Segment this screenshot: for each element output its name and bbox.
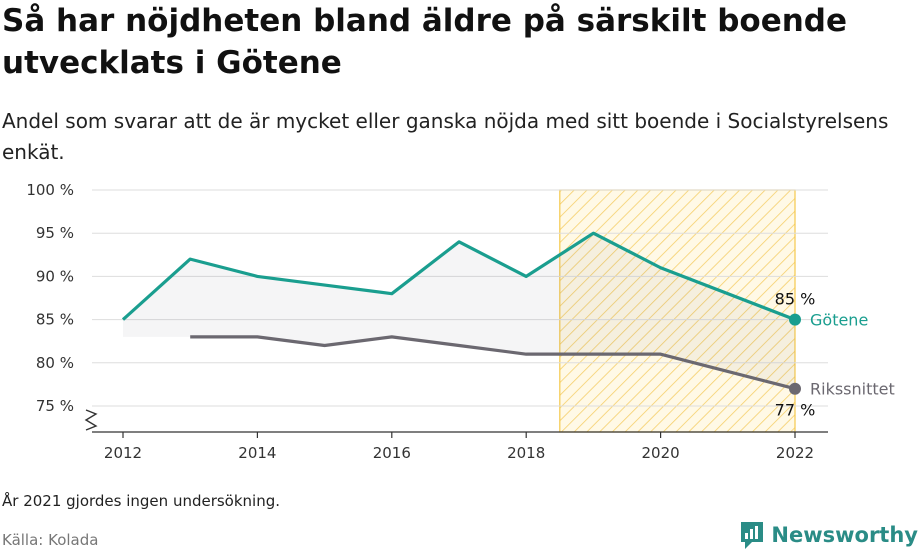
x-tick-label: 2014	[238, 444, 276, 462]
y-tick-label: 95 %	[36, 224, 74, 242]
y-tick-label: 85 %	[36, 311, 74, 329]
series-name-label: Götene	[810, 311, 868, 330]
series-line-1	[190, 335, 796, 391]
x-tick-label: 2022	[776, 444, 814, 462]
x-tick-label: 2018	[507, 444, 545, 462]
newsworthy-logo-icon	[741, 522, 764, 549]
axis-break-mark	[84, 409, 98, 431]
y-tick-label: 100 %	[26, 181, 74, 199]
line-chart: 75 % 80 % 85 % 90 % 95 % 100 % 2012 2014 2016 201…	[26, 181, 895, 462]
brand-logo: Newsworthy	[739, 519, 918, 551]
series-end-point-0	[789, 313, 801, 326]
y-tick-label: 90 %	[36, 267, 74, 285]
series-name-label: Rikssnittet	[810, 380, 895, 399]
series-end-value-label: 85 %	[775, 290, 816, 309]
series-line-0	[121, 231, 796, 322]
gap-area	[123, 233, 795, 389]
y-tick-label: 80 %	[36, 354, 74, 372]
series-end-point-1	[789, 382, 801, 395]
source-text: Källa: Kolada	[2, 531, 99, 549]
chart-subtitle: Andel som svarar att de är mycket eller …	[2, 109, 889, 164]
brand-name: Newsworthy	[771, 523, 918, 547]
x-tick-label: 2016	[373, 444, 411, 462]
y-tick-label: 75 %	[36, 397, 74, 415]
x-tick-label: 2012	[104, 444, 142, 462]
x-tick-label: 2020	[642, 444, 680, 462]
chart-title: Så har nöjdheten bland äldre på särskilt…	[2, 3, 848, 81]
series-end-value-label: 77 %	[775, 401, 816, 420]
footnote: År 2021 gjordes ingen undersökning.	[2, 492, 281, 510]
highlight-band	[559, 189, 796, 433]
